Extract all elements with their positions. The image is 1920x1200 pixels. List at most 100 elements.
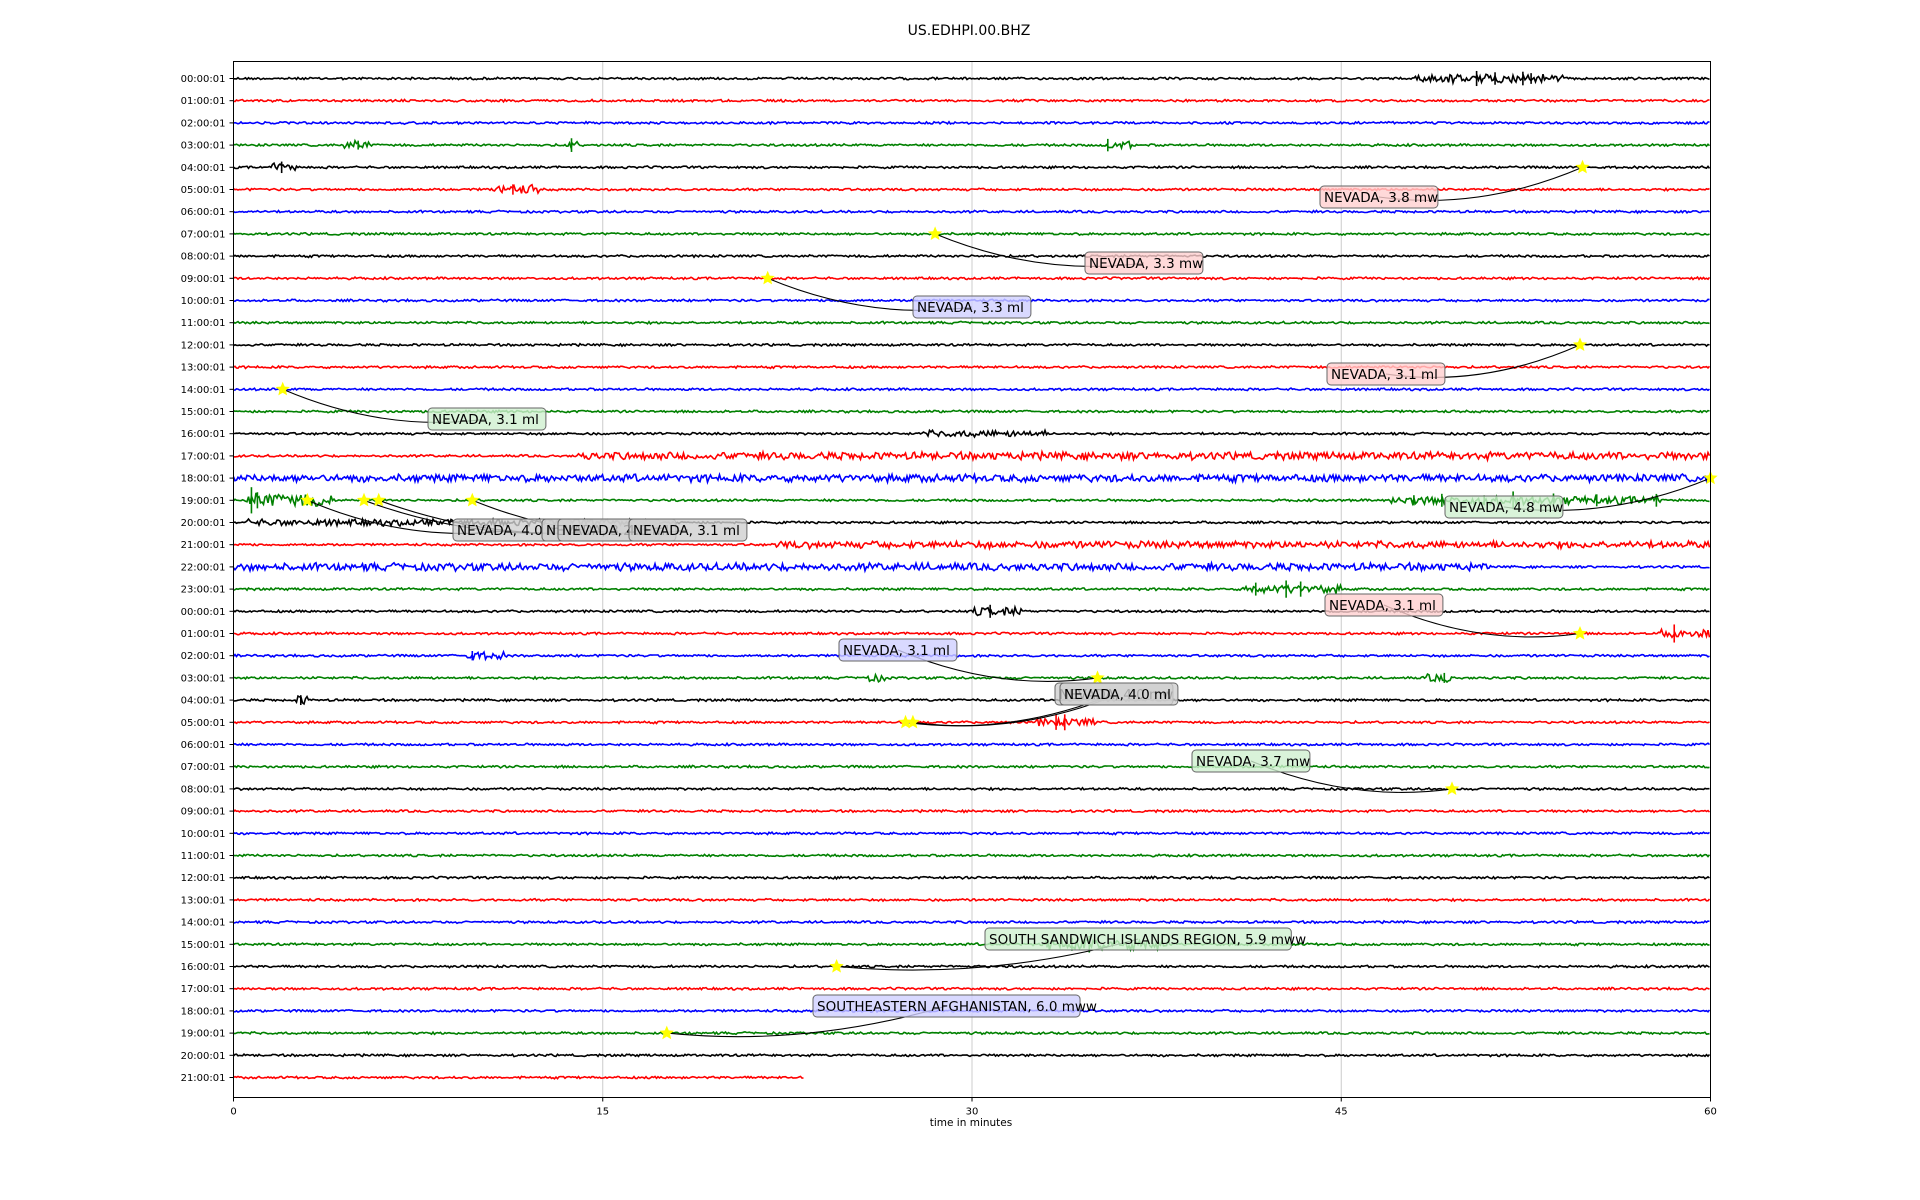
event-label-text: SOUTHEASTERN AFGHANISTAN, 6.0 mww	[817, 999, 1097, 1015]
trace-row	[232, 1052, 1711, 1058]
event-star	[1572, 337, 1588, 351]
trace-row	[233, 1075, 804, 1080]
event-star	[1444, 781, 1460, 795]
x-tick-label: 0	[230, 1107, 236, 1118]
y-tick-label: 07:00:01	[181, 229, 226, 240]
event-label-box	[984, 927, 1292, 951]
trace-row	[233, 830, 1710, 836]
trace-row	[233, 672, 1710, 684]
trace-row	[233, 852, 1711, 858]
trace-row	[233, 875, 1710, 881]
trace-row	[233, 1030, 1710, 1036]
trace-row	[232, 560, 1710, 574]
event-label-box	[1084, 251, 1204, 275]
x-tick-label: 45	[1335, 1107, 1348, 1118]
trace-row	[233, 427, 1710, 439]
event-label-text: NEVADA, 4.8 mw	[1449, 500, 1563, 516]
trace-row	[233, 449, 1711, 463]
trace-row	[233, 963, 1710, 969]
event-label-text: NEVADA, 3.8 mw	[1324, 190, 1438, 206]
event-star	[760, 270, 775, 285]
event-label-box	[1191, 749, 1311, 773]
event-label: NEVADA, 3.3 ml	[912, 295, 1032, 319]
y-tick-label: 13:00:01	[181, 363, 226, 374]
event-star	[927, 226, 943, 240]
x-tick-label: 60	[1704, 1107, 1717, 1118]
trace-row	[233, 538, 1711, 552]
event-label-text: NEVADA, 3.1 ml	[1331, 367, 1438, 383]
event-label: NEVADA, 3.7 mw	[1191, 749, 1311, 773]
event-label-text: NEVADA, 3.3 ml	[917, 300, 1024, 316]
event-label-text: NEVADA, 3.7 mw	[1196, 754, 1310, 770]
x-tick-label: 30	[966, 1107, 979, 1118]
trace-row	[233, 937, 1710, 953]
y-tick-label: 19:00:01	[181, 1029, 226, 1040]
trace-row	[233, 386, 1710, 392]
event-star	[898, 714, 913, 729]
trace-row	[233, 604, 1710, 618]
y-tick-label: 21:00:01	[181, 540, 226, 551]
trace-row	[233, 364, 1711, 370]
y-tick-label: 07:00:01	[181, 762, 226, 773]
y-tick-label: 05:00:01	[181, 718, 226, 729]
event-label-box	[812, 994, 1081, 1018]
y-tick-label: 14:00:01	[181, 385, 226, 396]
row-time-labels: 00:00:01 01:00:01 02:00:01 03:00:01 04:00:01…	[181, 74, 234, 1084]
y-tick-label: 03:00:01	[181, 673, 226, 684]
y-tick-label: 08:00:01	[181, 784, 226, 795]
event-label: SOUTHEASTERN AFGHANISTAN, 6.0 mww	[812, 994, 1097, 1018]
trace-row	[233, 919, 1710, 925]
seismic-traces	[232, 70, 1711, 1080]
y-tick-label: 20:00:01	[181, 518, 226, 529]
event-label-box	[427, 407, 547, 431]
trace-row	[233, 161, 1711, 172]
trace-row	[233, 342, 1710, 348]
y-tick-label: 11:00:01	[181, 318, 226, 329]
chart-title: US.EDHPI.00.BHZ	[908, 23, 1031, 39]
trace-row	[233, 320, 1710, 326]
y-tick-label: 17:00:01	[181, 984, 226, 995]
y-tick-label: 15:00:01	[181, 940, 226, 951]
event-star	[829, 959, 844, 973]
y-tick-label: 02:00:01	[181, 118, 226, 129]
event-star	[1572, 626, 1588, 640]
x-axis-label: time in minutes	[930, 1117, 1012, 1129]
y-tick-label: 13:00:01	[181, 895, 226, 906]
y-tick-label: 05:00:01	[181, 185, 226, 196]
x-axis-ticks: 0 15 30 45 60	[230, 1097, 1717, 1118]
trace-row	[233, 183, 1710, 195]
y-tick-label: 15:00:01	[181, 407, 226, 418]
x-tick-label: 15	[596, 1107, 609, 1118]
y-tick-label: 23:00:01	[181, 585, 226, 596]
y-tick-label: 17:00:01	[181, 451, 226, 462]
event-label: NEVADA, 3.8 mw	[1319, 185, 1439, 209]
event-star	[1090, 670, 1105, 684]
y-tick-label: 06:00:01	[181, 207, 226, 218]
y-tick-label: 18:00:01	[181, 1006, 226, 1017]
event-star	[300, 492, 315, 507]
y-tick-label: 11:00:01	[181, 851, 226, 862]
y-tick-label: 03:00:01	[181, 141, 226, 152]
event-label-box	[838, 638, 958, 662]
y-tick-label: 10:00:01	[181, 829, 226, 840]
event-label-box	[1444, 495, 1564, 519]
trace-row	[233, 209, 1710, 215]
trace-row	[232, 649, 1710, 662]
trace-row	[233, 98, 1710, 104]
trace-row	[233, 694, 1710, 706]
y-tick-label: 19:00:01	[181, 496, 226, 507]
y-tick-label: 02:00:01	[181, 651, 226, 662]
y-tick-label: 18:00:01	[181, 474, 226, 485]
event-label-box	[912, 295, 1032, 319]
trace-row	[233, 120, 1710, 126]
trace-row	[233, 741, 1711, 747]
trace-row	[233, 72, 1710, 86]
event-label: NEVADA, 4.8 mw	[1444, 495, 1564, 519]
trace-row	[233, 986, 1710, 992]
trace-row	[233, 786, 1710, 792]
y-tick-label: 20:00:01	[181, 1051, 226, 1062]
event-label-box	[1326, 362, 1446, 386]
trace-row	[233, 275, 1711, 281]
event-annotations: NEVADA, 3.8 mw NEVADA, 3.3 mw NEVADA, 3.3 …	[275, 159, 1718, 1040]
